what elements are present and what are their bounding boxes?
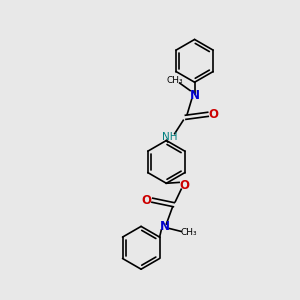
Text: N: N <box>190 88 200 101</box>
Text: O: O <box>141 194 152 207</box>
Text: CH₃: CH₃ <box>180 228 197 237</box>
Text: O: O <box>208 108 218 121</box>
Text: NH: NH <box>162 132 177 142</box>
Text: N: N <box>160 220 170 233</box>
Text: O: O <box>179 179 189 192</box>
Text: CH₃: CH₃ <box>167 76 183 85</box>
